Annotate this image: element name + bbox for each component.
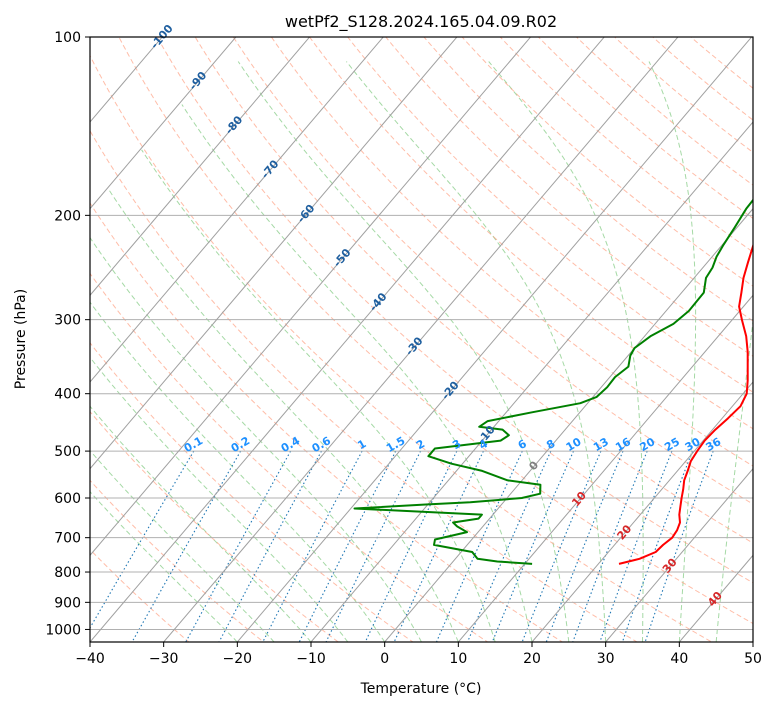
plot-background — [90, 37, 753, 642]
isotherm-line — [531, 381, 753, 642]
mixing-ratio-line — [325, 450, 422, 642]
y-tick-label: 900 — [54, 595, 81, 611]
mixing-ratio-line — [435, 450, 523, 642]
plot-frame — [89, 36, 754, 643]
isotherm-line — [90, 37, 311, 297]
x-tick-label: 10 — [449, 651, 467, 667]
moist-adiabat-line — [90, 236, 422, 642]
isotherm-line — [90, 37, 458, 470]
dewpoint-profile-line — [353, 198, 753, 565]
mixing-ratio-line — [364, 450, 458, 642]
dry-adiabat-line — [461, 37, 753, 287]
x-tick-label: 30 — [597, 651, 615, 667]
mixing-ratio-line — [599, 450, 673, 642]
temperature-profile-line — [618, 242, 753, 565]
dry-adiabat-line — [385, 37, 753, 357]
mixing-ratio-line — [572, 450, 648, 642]
x-tick-label: −20 — [223, 651, 253, 667]
mixing-ratio-line — [131, 450, 242, 642]
mixing-ratio-line — [644, 450, 714, 642]
isotherm-line — [752, 641, 753, 642]
moist-adiabat-line — [715, 317, 753, 642]
dry-adiabat-line — [194, 37, 753, 544]
isotherm-line — [90, 37, 384, 383]
moist-adiabat-line — [90, 490, 238, 642]
dry-adiabat-line — [537, 37, 753, 219]
x-tick-label: 50 — [744, 651, 762, 667]
y-tick-label: 600 — [54, 491, 81, 507]
moist-adiabat-line — [107, 187, 459, 642]
dry-adiabat-line — [270, 37, 753, 467]
y-tick-label: 400 — [54, 387, 81, 403]
mixing-ratio-line — [491, 450, 575, 642]
x-tick-label: −40 — [75, 651, 105, 667]
moist-adiabat-line — [90, 449, 275, 642]
isotherm-line — [90, 37, 237, 210]
moist-adiabat-line — [488, 61, 644, 642]
isotherm-line — [90, 37, 605, 642]
y-tick-label: 700 — [54, 531, 81, 547]
dry-adiabat-line — [90, 342, 414, 642]
moist-adiabat-line — [90, 301, 386, 642]
x-tick-label: 20 — [523, 651, 541, 667]
y-tick-label: 200 — [54, 208, 81, 224]
dry-adiabat-line — [613, 37, 753, 153]
dry-adiabat-line — [156, 37, 753, 584]
dry-adiabat-line — [90, 272, 489, 642]
mixing-ratio-line — [90, 450, 195, 629]
y-tick-label: 100 — [54, 30, 81, 46]
series-layer — [353, 198, 753, 565]
mixing-ratio-line — [218, 450, 322, 642]
x-tick-label: 40 — [670, 651, 688, 667]
isotherm-line — [90, 37, 532, 557]
chart-title: wetPf2_S128.2024.165.04.09.R02 — [285, 12, 557, 32]
mixing-ratio-line — [545, 450, 624, 642]
dry-adiabat-line — [347, 37, 753, 393]
dry-adiabat-line — [118, 37, 753, 625]
y-tick-label: 800 — [54, 565, 81, 581]
dry-adiabat-line — [90, 479, 265, 642]
y-axis-label: Pressure (hPa) — [13, 289, 29, 389]
x-tick-label: −10 — [296, 651, 326, 667]
dry-adiabat-line — [90, 54, 713, 642]
isotherm-line — [310, 121, 753, 642]
x-tick-label: −30 — [149, 651, 179, 667]
isotherm-line — [605, 467, 753, 642]
x-axis-label: Temperature (°C) — [360, 681, 482, 697]
dry-adiabat-line — [90, 410, 340, 642]
y-tick-label: 300 — [54, 313, 81, 329]
moist-adiabat-line — [752, 637, 753, 642]
isotherm-line — [236, 37, 753, 642]
dry-adiabat-line — [90, 129, 638, 642]
y-tick-label: 500 — [54, 444, 81, 460]
moist-adiabat-line — [181, 104, 533, 642]
axes: −40 −30 −20 −10 0 10 20 30 40 50 100 200 300 400 500 60… — [45, 30, 762, 667]
isotherm-line — [384, 207, 753, 642]
mixing-ratio-line — [185, 450, 292, 642]
mixing-ratio-line — [521, 450, 602, 642]
y-tick-label: 1000 — [45, 622, 81, 638]
background-grid — [90, 37, 753, 642]
moist-adiabat-line — [346, 61, 607, 642]
dry-adiabat-line — [232, 37, 753, 505]
isotherm-line — [457, 294, 753, 642]
x-tick-label: 0 — [380, 651, 389, 667]
dry-adiabat-line — [308, 37, 753, 430]
isotherm-line — [163, 37, 679, 642]
moist-adiabat-line — [90, 356, 349, 642]
moist-adiabat-line — [648, 61, 697, 642]
mixing-ratio-line — [393, 450, 484, 642]
dry-adiabat-line — [90, 202, 564, 642]
